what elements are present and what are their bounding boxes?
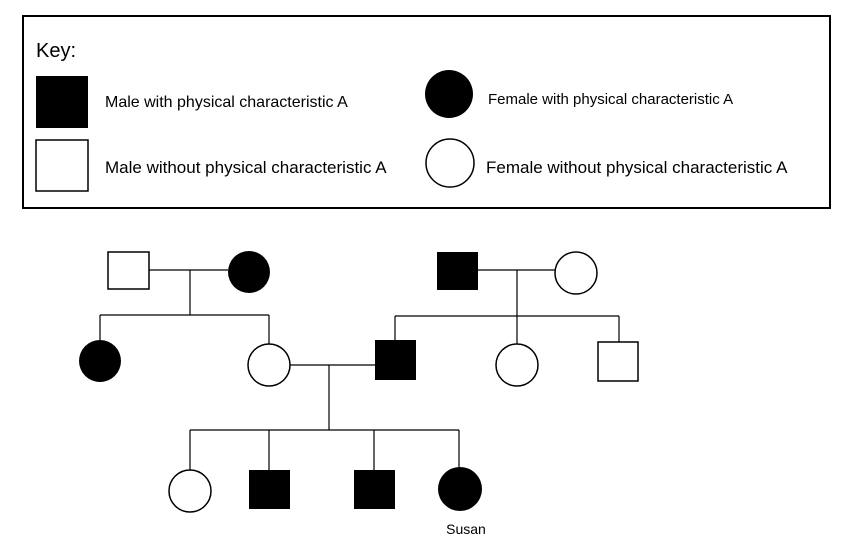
person-c3-male-affected: [375, 340, 416, 380]
person-p1-male-unaffected: [107, 251, 150, 290]
key-symbol-male-affected: [36, 76, 88, 128]
person-g4-female-affected: [438, 467, 482, 511]
person-g3-male-affected: [354, 470, 395, 509]
susan-label: Susan: [446, 521, 486, 537]
person-p2-female-affected: [228, 251, 270, 293]
key-label-female-unaffected: Female without physical characteristic A: [486, 158, 788, 177]
pedigree-lines: [99, 269, 620, 470]
key-box: Key: Male with physical characteristic A…: [22, 15, 831, 209]
person-p3-male-affected: [437, 252, 478, 290]
person-c2-female-unaffected: [247, 343, 291, 387]
person-g2-male-affected: [249, 470, 290, 509]
person-c1-female-affected: [79, 340, 121, 382]
person-c5-male-unaffected: [597, 341, 639, 382]
key-label-male-affected: Male with physical characteristic A: [105, 94, 348, 111]
person-c4-female-unaffected: [495, 343, 539, 387]
key-symbol-male-unaffected: [35, 139, 89, 192]
key-label-female-affected: Female with physical characteristic A: [488, 91, 733, 108]
key-symbol-female-unaffected: [425, 138, 475, 188]
key-heading: Key:: [36, 40, 76, 62]
key-symbol-female-affected: [425, 70, 473, 118]
key-label-male-unaffected: Male without physical characteristic A: [105, 158, 387, 177]
person-p4-female-unaffected: [554, 251, 598, 295]
key-border: [22, 15, 831, 209]
person-g1-female-unaffected: [168, 469, 212, 513]
